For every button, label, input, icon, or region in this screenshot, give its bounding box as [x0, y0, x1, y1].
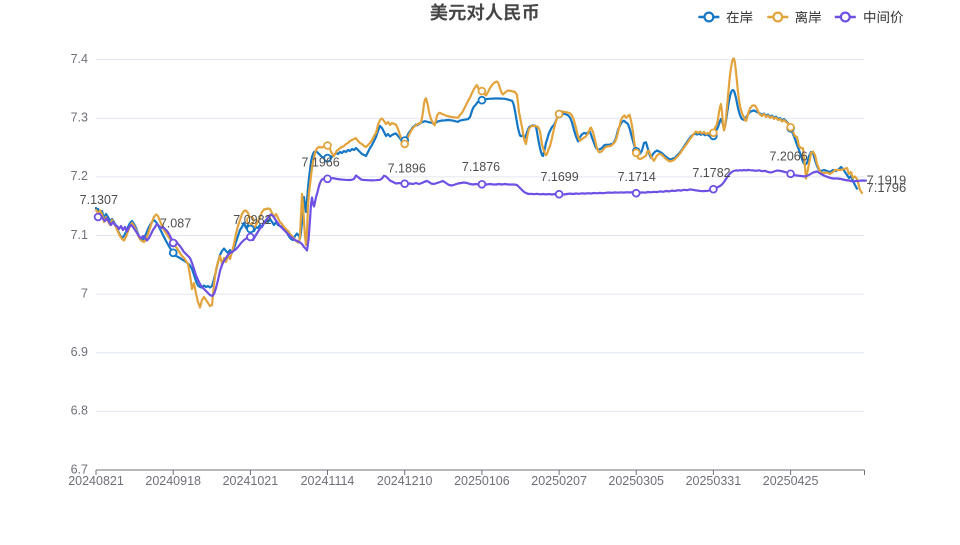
svg-text:7.1966: 7.1966 [301, 155, 339, 169]
svg-text:7.087: 7.087 [160, 216, 191, 230]
svg-text:20241021: 20241021 [223, 474, 279, 488]
svg-text:7.2: 7.2 [71, 169, 88, 183]
svg-text:20250305: 20250305 [608, 474, 664, 488]
svg-text:7: 7 [81, 286, 88, 300]
svg-text:20250425: 20250425 [763, 474, 819, 488]
svg-text:7.4: 7.4 [71, 52, 88, 66]
svg-text:7.1919: 7.1919 [867, 173, 907, 188]
svg-text:7.1782: 7.1782 [692, 166, 730, 180]
svg-text:7.1796: 7.1796 [867, 180, 907, 195]
svg-text:7.1699: 7.1699 [540, 170, 578, 184]
svg-text:20250106: 20250106 [454, 474, 510, 488]
svg-text:6.8: 6.8 [71, 404, 88, 418]
svg-text:7.1: 7.1 [71, 228, 88, 242]
svg-text:7.2066: 7.2066 [769, 149, 807, 163]
svg-text:7.1714: 7.1714 [618, 170, 656, 184]
svg-text:20250331: 20250331 [686, 474, 742, 488]
svg-text:7.1307: 7.1307 [80, 193, 118, 207]
svg-text:7.1896: 7.1896 [388, 161, 426, 175]
svg-text:6.9: 6.9 [71, 345, 88, 359]
svg-text:20241210: 20241210 [377, 474, 433, 488]
svg-text:7.0982: 7.0982 [233, 213, 271, 227]
svg-text:7.1876: 7.1876 [462, 160, 500, 174]
svg-text:20240918: 20240918 [145, 474, 201, 488]
svg-text:7.3: 7.3 [71, 110, 88, 124]
svg-text:20250207: 20250207 [531, 474, 587, 488]
svg-text:20241114: 20241114 [301, 474, 355, 488]
svg-text:6.7: 6.7 [71, 462, 88, 476]
svg-text:20240821: 20240821 [68, 474, 124, 488]
